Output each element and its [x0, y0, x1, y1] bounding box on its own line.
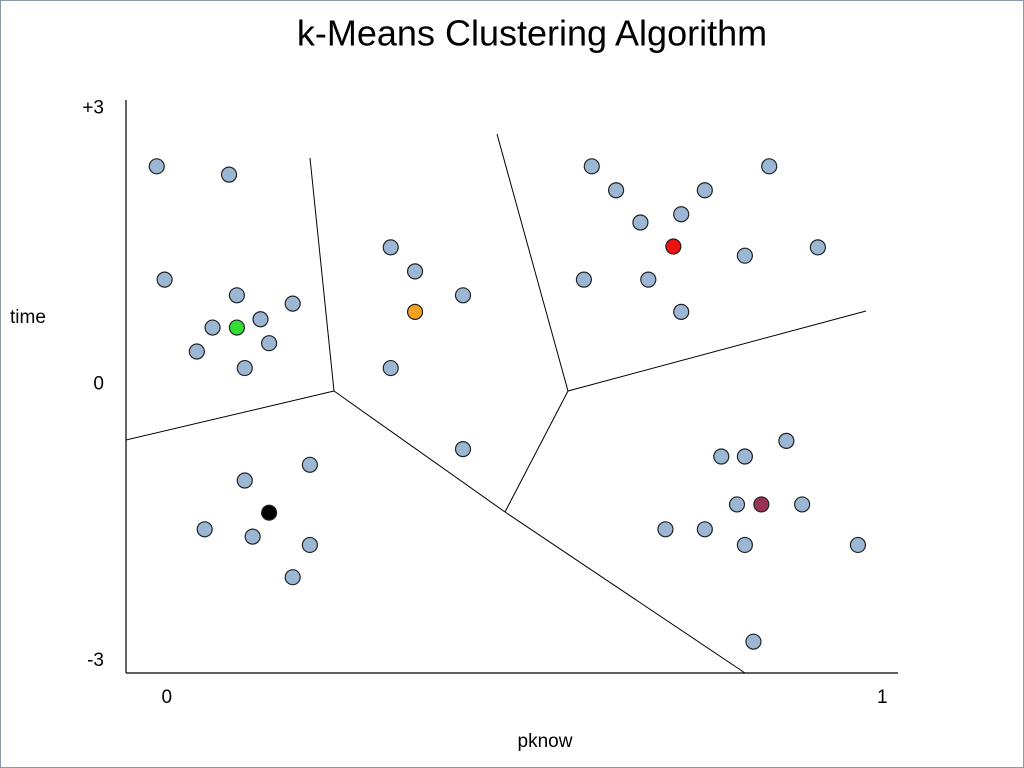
data-point: [260, 335, 278, 352]
boundary-line: [333, 390, 506, 513]
data-point: [713, 448, 730, 465]
data-point: [673, 206, 690, 223]
data-point: [382, 239, 399, 256]
data-point: [583, 158, 600, 175]
x-axis-label: pknow: [518, 731, 573, 752]
boundary-line: [504, 390, 569, 513]
data-point: [301, 456, 318, 473]
boundary-line: [309, 157, 335, 392]
data-point: [575, 271, 593, 288]
y-axis-label: time: [10, 307, 46, 328]
y-tick-label: +3: [82, 97, 104, 118]
boundary-line: [496, 133, 569, 392]
y-tick-label: -3: [87, 650, 104, 671]
centroid: [228, 319, 245, 336]
data-point: [696, 182, 713, 199]
data-point: [728, 496, 746, 513]
data-point: [778, 432, 795, 449]
cluster-boundaries: [125, 133, 867, 674]
data-point: [736, 536, 753, 554]
data-point: [196, 521, 213, 538]
data-point: [761, 158, 778, 175]
data-point: [220, 166, 238, 183]
data-point: [148, 158, 165, 175]
data-point: [454, 287, 472, 304]
centroid: [260, 504, 278, 521]
data-point: [809, 239, 826, 256]
data-point: [632, 214, 649, 231]
data-point: [736, 247, 753, 264]
data-point: [382, 359, 399, 377]
data-point: [696, 521, 713, 538]
data-point: [657, 521, 674, 538]
data-point: [244, 528, 261, 545]
data-point: [301, 536, 318, 554]
boundary-line: [125, 390, 335, 441]
data-point: [236, 472, 253, 489]
data-point: [454, 441, 472, 458]
centroid: [665, 238, 682, 255]
data-point: [673, 303, 690, 320]
x-tick-label: 1: [877, 687, 888, 708]
data-point: [228, 287, 245, 304]
data-point: [284, 295, 301, 312]
data-point: [252, 311, 269, 328]
boundary-line: [504, 511, 746, 674]
boundary-line: [567, 310, 867, 392]
y-tick-label: 0: [93, 374, 104, 395]
data-point: [608, 182, 625, 199]
data-point: [236, 359, 253, 377]
data-point: [204, 319, 221, 336]
chart-title: k-Means Clustering Algorithm: [297, 13, 767, 54]
data-point: [406, 263, 424, 280]
centroid: [753, 496, 770, 513]
data-point: [794, 496, 811, 513]
data-point: [745, 633, 762, 650]
data-point: [640, 271, 657, 288]
data-point: [156, 271, 173, 288]
data-point: [284, 569, 301, 586]
data-point: [849, 536, 867, 554]
centroid: [406, 303, 424, 320]
data-point: [188, 343, 205, 360]
data-point: [736, 448, 753, 465]
x-tick-label: 0: [161, 687, 172, 708]
